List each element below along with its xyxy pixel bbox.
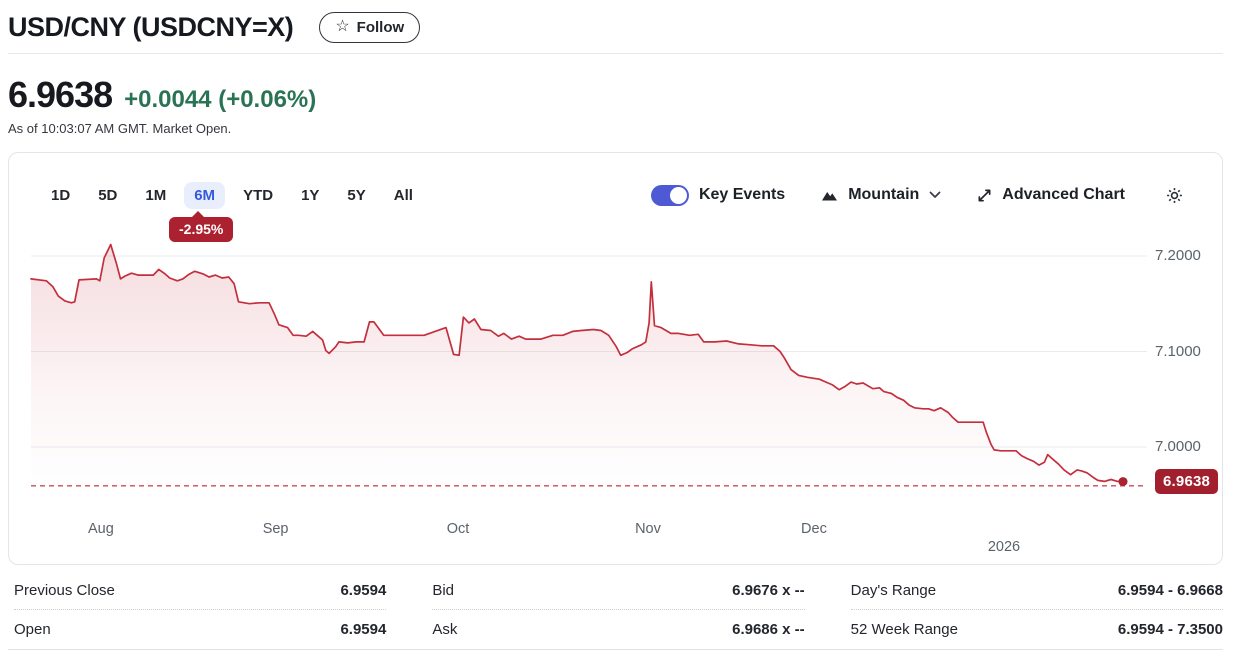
header-divider: [8, 53, 1223, 54]
key-events-control[interactable]: Key Events: [650, 184, 786, 206]
chart-tools: Key Events Mountain Advanced Chart: [650, 184, 1184, 206]
range-tab-6m[interactable]: 6M: [184, 181, 226, 209]
stat-52-week-range: 52 Week Range 6.9594 - 7.3500: [851, 610, 1223, 649]
stat-open: Open 6.9594: [14, 610, 386, 649]
stat-bid: Bid 6.9676 x --: [432, 571, 805, 610]
chevron-down-icon: [929, 191, 941, 198]
as-of-text: As of 10:03:07 AM GMT. Market Open.: [8, 121, 232, 136]
stat-previous-close: Previous Close 6.9594: [14, 571, 387, 610]
key-events-toggle[interactable]: [650, 184, 689, 206]
gear-icon: [1167, 187, 1182, 203]
follow-button[interactable]: ☆ Follow: [319, 11, 421, 43]
stat-label: 52 Week Range: [850, 621, 958, 638]
range-change-value: -2.95%: [179, 221, 224, 237]
price-change-absolute: +0.0044: [124, 86, 212, 113]
last-price-dot: [1118, 477, 1128, 487]
toggle-knob: [669, 186, 687, 204]
key-events-label: Key Events: [698, 186, 786, 203]
stat-label: Ask: [432, 621, 458, 638]
range-tab-1m[interactable]: 1M: [145, 186, 167, 204]
star-icon: ☆: [335, 18, 350, 35]
stat-value: 6.9594 - 7.3500: [1117, 621, 1223, 638]
price-change-percent: (+0.06%): [218, 86, 317, 113]
range-tab-all[interactable]: All: [393, 186, 413, 204]
y-axis-label: 7.0000: [1155, 438, 1201, 455]
range-tabs: 1D 5D 1M 6M YTD 1Y 5Y All: [41, 181, 423, 209]
range-tab-5y[interactable]: 5Y: [347, 186, 366, 204]
stat-ask: Ask 6.9686 x --: [432, 610, 804, 649]
advanced-chart-button[interactable]: Advanced Chart: [977, 186, 1125, 204]
range-change-badge: -2.95%: [169, 211, 234, 242]
y-axis-label: 7.2000: [1155, 247, 1201, 264]
x-axis: Aug Sep Oct Nov Dec 2026: [9, 521, 1222, 563]
advanced-chart-label: Advanced Chart: [1002, 186, 1125, 203]
page-title: USD/CNY (USDCNY=X): [8, 11, 294, 42]
expand-diagonal-icon: [978, 189, 991, 201]
badge-arrow-up: [191, 211, 205, 218]
chart-controls: 1D 5D 1M 6M YTD 1Y 5Y All Key Events: [9, 180, 1222, 210]
chart-card: 1D 5D 1M 6M YTD 1Y 5Y All Key Events: [8, 152, 1223, 565]
stat-label: Previous Close: [14, 581, 115, 599]
stat-value: 6.9686 x --: [732, 621, 805, 638]
stat-label: Day's Range: [850, 581, 937, 599]
quote-summary: 6.9638 +0.0044 (+0.06%) As of 10:03:07 A…: [8, 74, 1223, 136]
stats-table: Previous Close 6.9594 Bid 6.9676 x -- Da…: [8, 571, 1223, 650]
x-axis-label: Sep: [262, 521, 289, 537]
price-line: [30, 243, 1124, 483]
area-fill: [31, 244, 1123, 490]
chart-type-dropdown[interactable]: Mountain: [821, 186, 941, 204]
stat-label: Bid: [432, 581, 455, 599]
range-tab-1y[interactable]: 1Y: [301, 186, 320, 204]
chart-type-label: Mountain: [848, 186, 920, 203]
x-axis-label: 2026: [987, 539, 1021, 555]
chart-settings-button[interactable]: [1165, 186, 1184, 205]
mountain-icon: [822, 192, 838, 201]
stat-label: Open: [14, 621, 51, 638]
stat-days-range: Day's Range 6.9594 - 6.9668: [850, 571, 1223, 610]
price-chart[interactable]: [9, 228, 1224, 518]
range-tab-1d[interactable]: 1D: [51, 186, 71, 204]
stat-value: 6.9676 x --: [732, 581, 805, 599]
price-value: 6.9638: [8, 74, 113, 115]
follow-button-label: Follow: [356, 18, 405, 36]
stat-value: 6.9594 - 6.9668: [1117, 581, 1223, 599]
x-axis-label: Dec: [801, 521, 827, 537]
header: USD/CNY (USDCNY=X) ☆ Follow: [8, 0, 1223, 44]
x-axis-label: Aug: [87, 521, 114, 537]
x-axis-label: Nov: [635, 521, 661, 537]
x-axis-label: Oct: [446, 521, 470, 537]
stat-value: 6.9594: [340, 621, 387, 638]
y-axis-label: 7.1000: [1155, 342, 1201, 360]
stat-value: 6.9594: [340, 581, 387, 599]
current-price-badge: 6.9638: [1155, 468, 1219, 494]
range-tab-ytd[interactable]: YTD: [243, 186, 274, 204]
range-tab-5d[interactable]: 5D: [98, 186, 118, 204]
price-change: +0.0044 (+0.06%): [124, 86, 316, 114]
